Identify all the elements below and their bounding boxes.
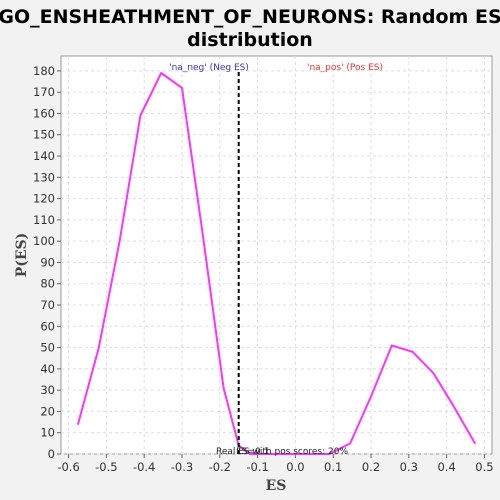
y-tick-label: 30 xyxy=(40,383,55,397)
marker-es-label: ES=0.1 xyxy=(236,447,269,457)
y-tick-label: 40 xyxy=(40,362,55,376)
y-tick-label: 0 xyxy=(48,447,55,461)
y-tick-label: 100 xyxy=(33,234,55,248)
data-point xyxy=(474,442,476,445)
x-tick-label: 0.5 xyxy=(475,460,493,474)
y-tick-label: 140 xyxy=(33,149,55,163)
data-point xyxy=(328,453,331,455)
data-point xyxy=(453,406,455,408)
data-point xyxy=(432,372,435,374)
data-point xyxy=(370,395,372,398)
plot-area xyxy=(60,55,493,455)
y-tick-label: 180 xyxy=(33,64,55,78)
data-point xyxy=(77,423,79,426)
x-axis-ticks: -0.6 -0.5 -0.4 -0.3 -0.2 -0.1 0.0 0.1 0.2 0.3 0.4 0… xyxy=(57,454,494,474)
x-tick-label: -0.1 xyxy=(246,460,268,474)
y-tick-label: 110 xyxy=(33,213,55,227)
data-point xyxy=(139,114,142,117)
neg-es-label: 'na_neg' (Neg ES) xyxy=(169,63,249,73)
x-tick-label: -0.2 xyxy=(209,460,231,474)
data-point xyxy=(118,240,121,242)
x-tick-label: -0.3 xyxy=(171,460,193,474)
data-point xyxy=(391,344,393,347)
data-point xyxy=(305,453,308,455)
y-tick-label: 60 xyxy=(40,319,55,333)
data-point xyxy=(249,453,251,455)
data-point xyxy=(201,233,204,236)
x-tick-label: -0.6 xyxy=(57,460,79,474)
data-point xyxy=(275,453,278,455)
x-tick-label: 0.3 xyxy=(400,460,418,474)
pos-es-label: 'na_pos' (Pos ES) xyxy=(307,63,383,73)
y-tick-label: 160 xyxy=(33,106,55,120)
x-tick-label: -0.4 xyxy=(133,460,155,474)
x-tick-label: 0.0 xyxy=(286,460,304,474)
data-point xyxy=(222,387,225,389)
x-tick-label: -0.5 xyxy=(95,460,117,474)
data-point xyxy=(160,72,162,74)
data-point xyxy=(349,442,352,445)
x-tick-label: 0.4 xyxy=(437,460,455,474)
pos-scores-label: Real ES with pos scores: 20% xyxy=(216,447,348,457)
data-point xyxy=(411,351,414,353)
data-point xyxy=(181,87,183,89)
x-tick-label: 0.2 xyxy=(362,460,380,474)
y-tick-label: 10 xyxy=(40,426,55,440)
y-axis-label: P(ES) xyxy=(14,233,30,278)
grid-lines xyxy=(61,56,492,455)
y-tick-label: 150 xyxy=(33,128,55,142)
chart-title-line2: distribution xyxy=(187,29,313,51)
y-tick-label: 70 xyxy=(40,298,55,312)
series-line xyxy=(77,72,476,455)
y-axis-ticks: 0 10 20 30 40 50 60 70 80 90 100 110 120 130 140 150 160… xyxy=(33,64,61,461)
data-point xyxy=(98,346,100,349)
series-group xyxy=(77,72,476,455)
x-tick-label: 0.1 xyxy=(324,460,342,474)
y-tick-label: 20 xyxy=(40,404,55,418)
y-tick-label: 130 xyxy=(33,170,55,184)
y-tick-label: 120 xyxy=(33,192,55,206)
y-tick-label: 50 xyxy=(40,341,55,355)
y-tick-label: 80 xyxy=(40,277,55,291)
x-axis-label: ES xyxy=(266,478,287,494)
y-tick-label: 170 xyxy=(33,85,55,99)
y-tick-label: 90 xyxy=(40,255,55,269)
chart-title-line1: GO_ENSHEATHMENT_OF_NEURONS: Random ES xyxy=(0,6,500,28)
